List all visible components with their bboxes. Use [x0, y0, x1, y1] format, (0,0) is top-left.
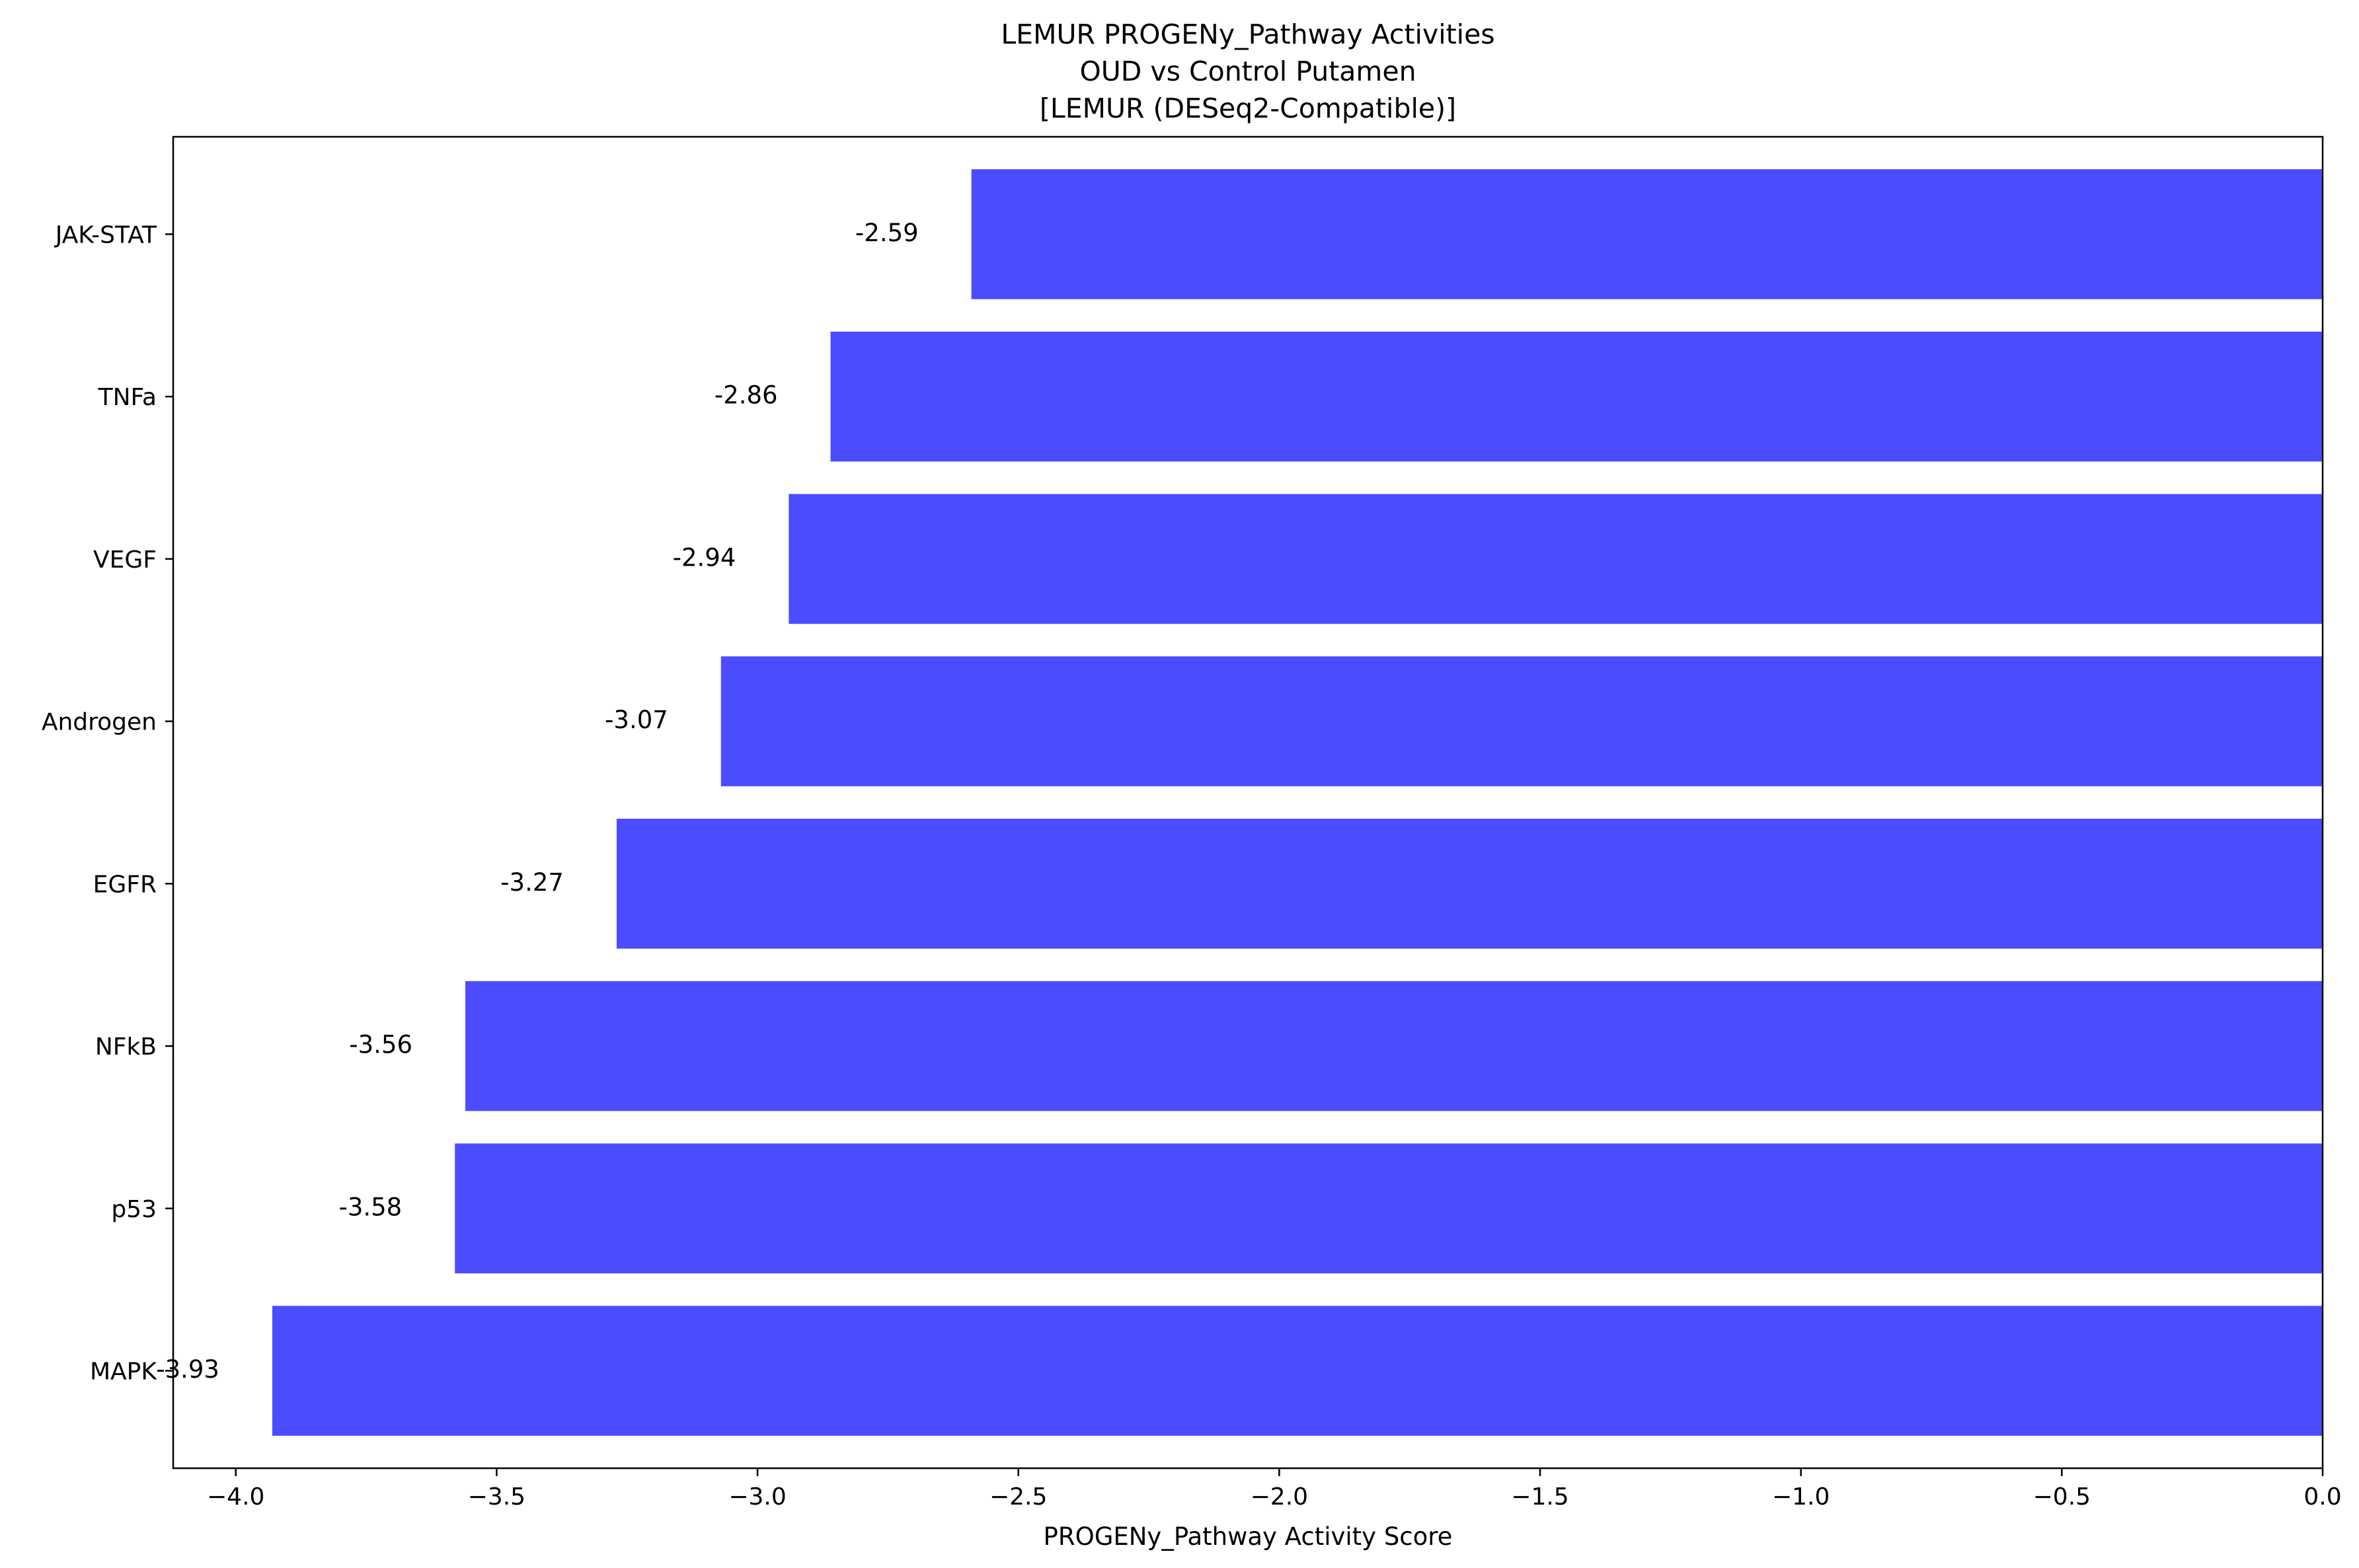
- x-tick-label: −1.0: [1772, 1483, 1830, 1511]
- value-label-jak-stat: -2.59: [855, 219, 919, 247]
- title-line-2: OUD vs Control Putamen: [1079, 56, 1416, 87]
- bar-androgen: [720, 656, 2323, 786]
- y-tick-label-egfr: EGFR: [93, 871, 157, 898]
- title-line-1: LEMUR PROGENy_Pathway Activities: [1001, 19, 1494, 50]
- value-labels-layer: -2.59 -2.86 -2.94 -3.07 -3.27 -3.56 -3.58 -3.93: [156, 219, 918, 1384]
- x-tick-label: −4.0: [207, 1483, 264, 1511]
- title-line-3: [LEMUR (DESeq2-Compatible)]: [1040, 93, 1456, 124]
- value-label-vegf: -2.94: [673, 543, 736, 572]
- bar-egfr: [616, 819, 2323, 949]
- x-tick-label: −3.5: [468, 1483, 525, 1511]
- value-label-p53: -3.58: [338, 1193, 402, 1221]
- bar-nfkb: [465, 981, 2323, 1111]
- bar-vegf: [789, 494, 2323, 624]
- y-tick-label-p53: p53: [111, 1196, 157, 1223]
- x-tick-label: −3.0: [728, 1483, 786, 1511]
- y-tick-label-tnfa: TNFa: [98, 384, 157, 411]
- x-tick-label: −2.5: [989, 1483, 1047, 1511]
- x-axis-label: PROGENy_Pathway Activity Score: [1044, 1522, 1453, 1551]
- value-label-mapk: -3.93: [156, 1355, 219, 1384]
- value-label-nfkb: -3.56: [349, 1031, 412, 1059]
- bars-layer: [272, 169, 2323, 1436]
- x-tick-label: 0.0: [2303, 1483, 2341, 1511]
- y-axis: JAK-STAT TNFa VEGF Androgen EGFR NFkB p53 MAPK: [42, 221, 173, 1386]
- value-label-androgen: -3.07: [605, 706, 668, 734]
- chart-title: LEMUR PROGENy_Pathway Activities OUD vs …: [1001, 19, 1494, 124]
- y-tick-label-vegf: VEGF: [93, 546, 157, 574]
- bar-jak-stat: [971, 169, 2323, 299]
- y-tick-label-mapk: MAPK: [90, 1359, 157, 1386]
- y-tick-label-androgen: Androgen: [42, 709, 157, 736]
- bar-p53: [455, 1143, 2323, 1274]
- x-tick-label: −0.5: [2033, 1483, 2091, 1511]
- y-tick-label-nfkb: NFkB: [95, 1033, 157, 1061]
- value-label-tnfa: -2.86: [715, 381, 778, 410]
- y-tick-label-jak-stat: JAK-STAT: [54, 221, 157, 248]
- value-label-egfr: -3.27: [500, 868, 564, 897]
- x-tick-label: −1.5: [1511, 1483, 1568, 1511]
- bar-mapk: [272, 1306, 2323, 1436]
- bar-tnfa: [830, 331, 2323, 462]
- plot-area-frame: [172, 135, 2324, 1470]
- x-axis: −4.0 −3.5 −3.0 −2.5 −2.0 −1.5 −1.0 −0.5 0.0: [207, 1468, 2342, 1511]
- x-tick-label: −2.0: [1251, 1483, 1308, 1511]
